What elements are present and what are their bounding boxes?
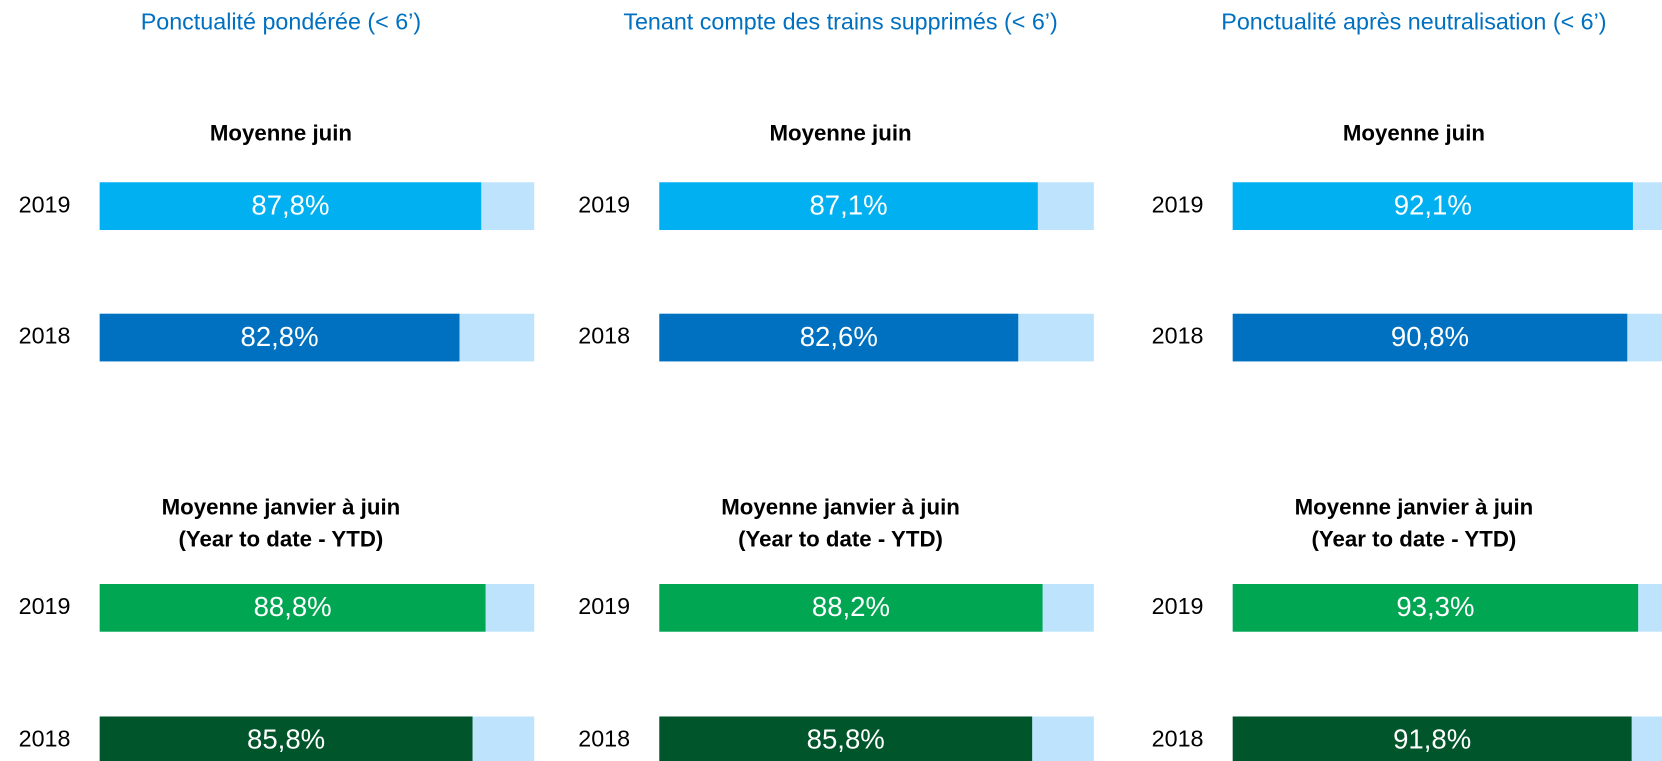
- chart-title: Moyenne juin: [1343, 120, 1485, 145]
- value-label: 87,1%: [809, 189, 887, 220]
- bar: [659, 583, 1043, 632]
- year-label: 2019: [578, 191, 630, 217]
- bar: [99, 313, 460, 362]
- bar: [1232, 182, 1633, 230]
- value-label: 92,1%: [1394, 189, 1472, 220]
- value-label: 91,8%: [1393, 724, 1471, 755]
- value-label: 82,8%: [241, 321, 319, 352]
- chart-title: Moyenne janvier à juin: [1295, 495, 1534, 520]
- bar: [659, 313, 1019, 362]
- value-label: 93,3%: [1396, 591, 1474, 622]
- column-header: Ponctualité après neutralisation (< 6’): [1221, 8, 1606, 34]
- chart-title: Moyenne juin: [769, 120, 911, 145]
- bar: [99, 583, 486, 632]
- year-label: 2019: [19, 593, 71, 619]
- year-label: 2018: [578, 323, 630, 349]
- value-label: 85,8%: [247, 724, 325, 755]
- bar: [1232, 313, 1628, 362]
- year-label: 2019: [578, 593, 630, 619]
- column-header: Tenant compte des trains supprimés (< 6’…: [623, 8, 1057, 34]
- value-label: 90,8%: [1391, 321, 1469, 352]
- year-label: 2018: [19, 323, 71, 349]
- value-label: 82,6%: [800, 321, 878, 352]
- bar: [99, 182, 482, 230]
- value-label: 87,8%: [251, 189, 329, 220]
- chart-subtitle: (Year to date - YTD): [738, 526, 943, 551]
- bar: [659, 182, 1038, 230]
- column-header: Ponctualité pondérée (< 6’): [141, 8, 421, 34]
- bar: [1232, 583, 1639, 632]
- year-label: 2019: [19, 191, 71, 217]
- bar: [659, 716, 1033, 761]
- chart-title: Moyenne janvier à juin: [162, 495, 401, 520]
- bar: [99, 716, 473, 761]
- bar: [1232, 716, 1632, 761]
- chart-subtitle: (Year to date - YTD): [1312, 526, 1517, 551]
- chart-title: Moyenne juin: [210, 120, 352, 145]
- year-label: 2018: [19, 725, 71, 751]
- value-label: 88,8%: [254, 591, 332, 622]
- year-label: 2018: [1152, 725, 1204, 751]
- value-label: 85,8%: [807, 724, 885, 755]
- value-label: 88,2%: [812, 591, 890, 622]
- chart-title: Moyenne janvier à juin: [721, 495, 960, 520]
- year-label: 2019: [1152, 593, 1204, 619]
- year-label: 2018: [1152, 323, 1204, 349]
- year-label: 2018: [578, 725, 630, 751]
- chart-subtitle: (Year to date - YTD): [179, 526, 384, 551]
- year-label: 2019: [1152, 191, 1204, 217]
